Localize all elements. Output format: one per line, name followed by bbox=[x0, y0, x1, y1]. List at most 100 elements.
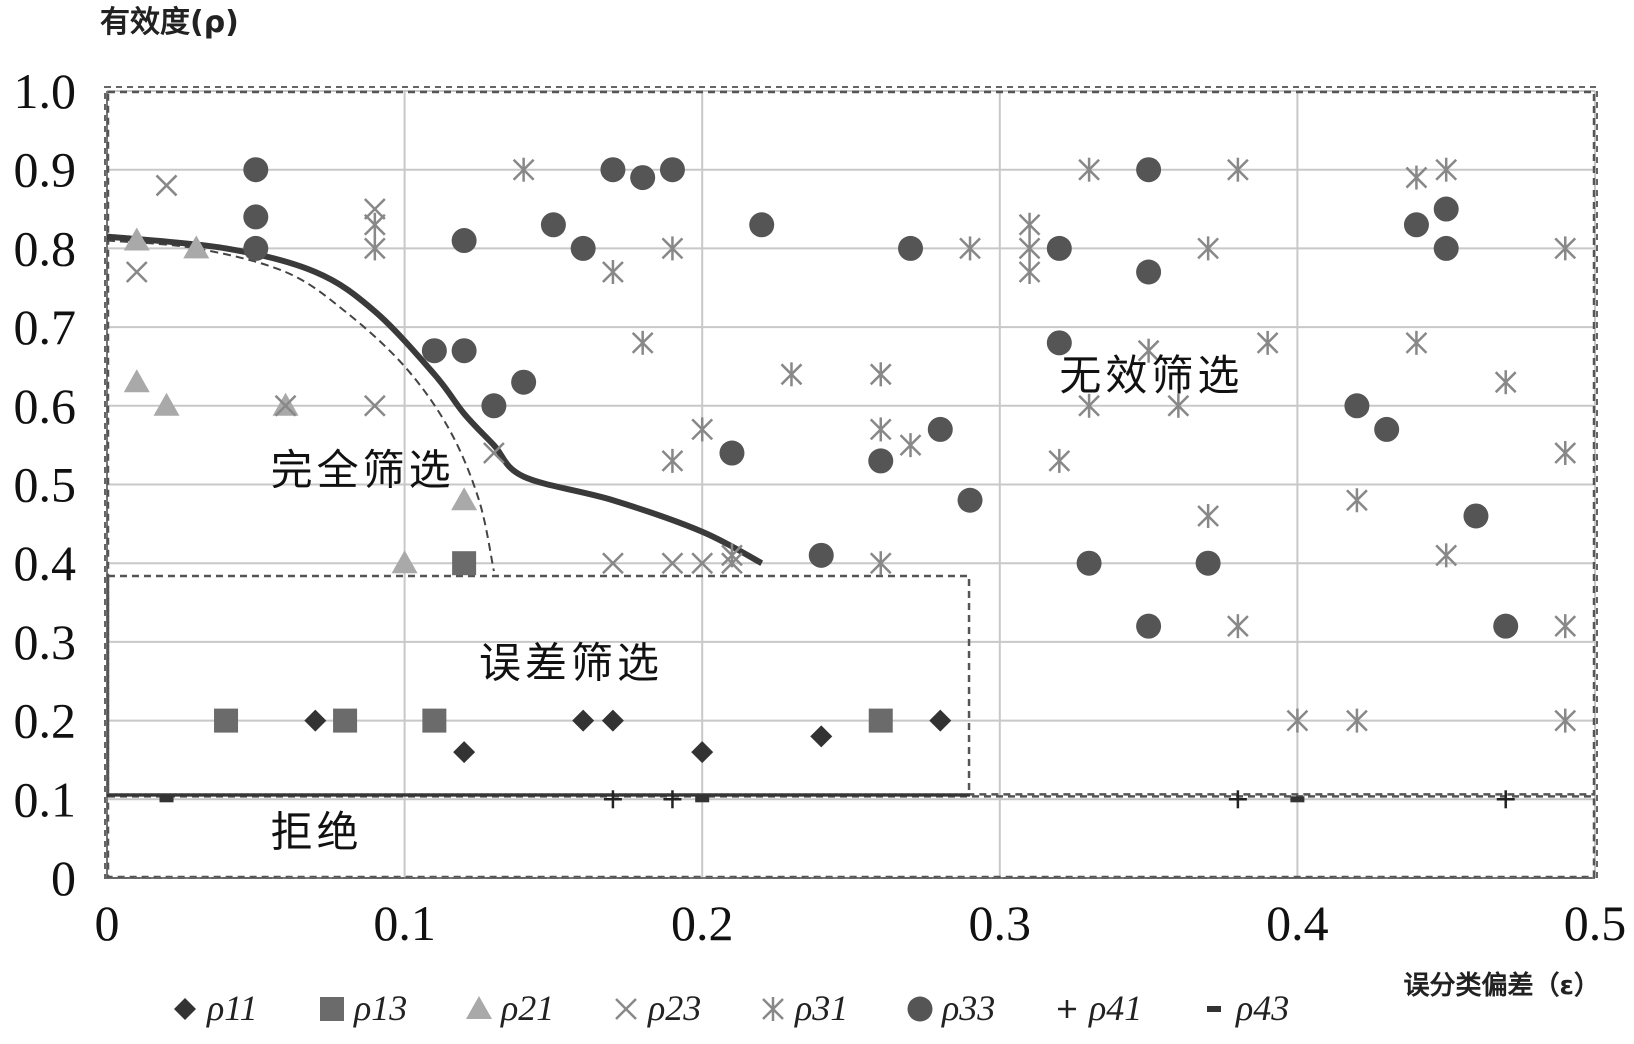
point-x bbox=[125, 261, 148, 283]
point-diamond bbox=[810, 725, 833, 748]
x-tick-label: 0.4 bbox=[1266, 895, 1329, 951]
legend-label: ρ43 bbox=[1235, 988, 1289, 1028]
point-circle bbox=[540, 212, 566, 238]
point-star bbox=[899, 433, 922, 458]
point-circle bbox=[421, 338, 447, 364]
point-x bbox=[155, 174, 178, 197]
point-triangle bbox=[451, 487, 478, 511]
plot-border bbox=[104, 86, 1598, 879]
x-stroke bbox=[274, 394, 297, 417]
point-circle bbox=[1403, 212, 1429, 238]
x-tick-label: 0.2 bbox=[671, 895, 734, 951]
point-star bbox=[1286, 708, 1309, 733]
point-square bbox=[868, 708, 893, 733]
point-square bbox=[214, 708, 239, 733]
point-circle bbox=[868, 448, 894, 474]
x-stroke bbox=[602, 552, 624, 575]
point-star bbox=[1554, 614, 1577, 639]
point-star bbox=[780, 362, 803, 387]
point-star bbox=[1078, 393, 1100, 418]
point-star bbox=[869, 417, 892, 442]
x-stroke bbox=[363, 198, 386, 220]
point-dash bbox=[695, 796, 710, 803]
point-circle bbox=[1493, 613, 1519, 639]
point-triangle bbox=[123, 369, 150, 393]
point-x bbox=[661, 552, 684, 575]
point-star bbox=[661, 448, 684, 473]
point-circle bbox=[957, 487, 983, 513]
region-boxes bbox=[104, 86, 1598, 879]
point-diamond bbox=[929, 709, 952, 732]
point-triangle bbox=[183, 235, 210, 259]
point-triangle bbox=[123, 227, 150, 251]
x-tick-label: 0.5 bbox=[1564, 895, 1627, 951]
tick-labels: 0 0.1 0.2 0.3 0.4 0.5 0.6 0.7 0.8 0.9 1.0 0 0.1 0.2 0.… bbox=[14, 63, 1627, 951]
point-circle bbox=[600, 157, 626, 183]
point-star bbox=[1048, 448, 1071, 473]
x-tick-label: 0.3 bbox=[969, 895, 1032, 951]
point-x bbox=[274, 394, 297, 417]
legend-label: ρ21 bbox=[500, 988, 554, 1028]
y-tick-label: 1.0 bbox=[14, 63, 77, 119]
point-diamond bbox=[304, 709, 327, 732]
point-circle bbox=[719, 440, 745, 466]
x-tick-label: 0.1 bbox=[373, 895, 436, 951]
region-label: 无效筛选 bbox=[1059, 351, 1243, 400]
point-star bbox=[1137, 338, 1160, 363]
point-circle bbox=[243, 157, 269, 183]
x-tick-label: 0 bbox=[95, 895, 120, 951]
point-plus bbox=[1496, 790, 1515, 809]
point-x bbox=[691, 552, 714, 575]
point-star bbox=[959, 236, 981, 261]
region-label: 拒绝 bbox=[271, 808, 363, 857]
point-star bbox=[1018, 236, 1041, 261]
point-circle bbox=[1463, 503, 1489, 529]
point-x bbox=[602, 552, 624, 575]
point-diamond bbox=[572, 709, 595, 732]
y-tick-label: 0.8 bbox=[14, 220, 77, 276]
point-star bbox=[1405, 165, 1428, 190]
point-star bbox=[512, 157, 535, 182]
point-circle bbox=[1374, 416, 1400, 442]
y-tick-label: 0 bbox=[51, 850, 76, 906]
y-tick-label: 0.2 bbox=[14, 693, 77, 749]
point-circle bbox=[927, 416, 953, 442]
y-tick-label: 0.5 bbox=[14, 457, 77, 513]
legend-label: ρ11 bbox=[206, 988, 258, 1028]
point-star bbox=[602, 260, 624, 285]
legend-marker-x bbox=[615, 998, 637, 1020]
point-circle bbox=[749, 212, 775, 238]
point-plus bbox=[603, 790, 622, 809]
point-square bbox=[333, 708, 358, 733]
point-star bbox=[1554, 236, 1577, 261]
point-star bbox=[1197, 503, 1220, 528]
y-tick-label: 0.7 bbox=[14, 299, 77, 355]
y-axis-title: 有效度(ρ) bbox=[100, 5, 239, 40]
x-stroke bbox=[363, 394, 386, 417]
legend-marker-triangle bbox=[466, 996, 492, 1019]
legend: ρ11 ρ13 ρ21 ρ23 ρ31 ρ33 ρ41 ρ43 bbox=[174, 988, 1289, 1028]
x-axis-title: 误分类偏差（ε） bbox=[1404, 970, 1600, 1001]
point-dash bbox=[159, 796, 174, 803]
point-circle bbox=[1136, 157, 1162, 183]
point-diamond bbox=[453, 741, 476, 764]
point-star bbox=[1346, 708, 1368, 733]
point-diamond bbox=[601, 709, 624, 732]
point-star bbox=[1167, 393, 1190, 418]
legend-marker-dash bbox=[1207, 1006, 1221, 1012]
legend-label: ρ41 bbox=[1088, 988, 1142, 1028]
point-star bbox=[661, 236, 684, 261]
point-diamond bbox=[691, 741, 714, 764]
region-box bbox=[106, 90, 1596, 796]
point-star bbox=[1226, 157, 1249, 182]
x-stroke bbox=[482, 442, 505, 464]
point-star bbox=[869, 362, 892, 387]
point-star bbox=[1256, 330, 1279, 355]
point-circle bbox=[659, 157, 685, 183]
x-stroke bbox=[691, 552, 714, 575]
point-star bbox=[363, 212, 386, 237]
point-triangle bbox=[153, 392, 180, 416]
point-star bbox=[1554, 441, 1577, 466]
boundary-curves bbox=[106, 233, 764, 572]
legend-label: ρ33 bbox=[941, 988, 995, 1028]
